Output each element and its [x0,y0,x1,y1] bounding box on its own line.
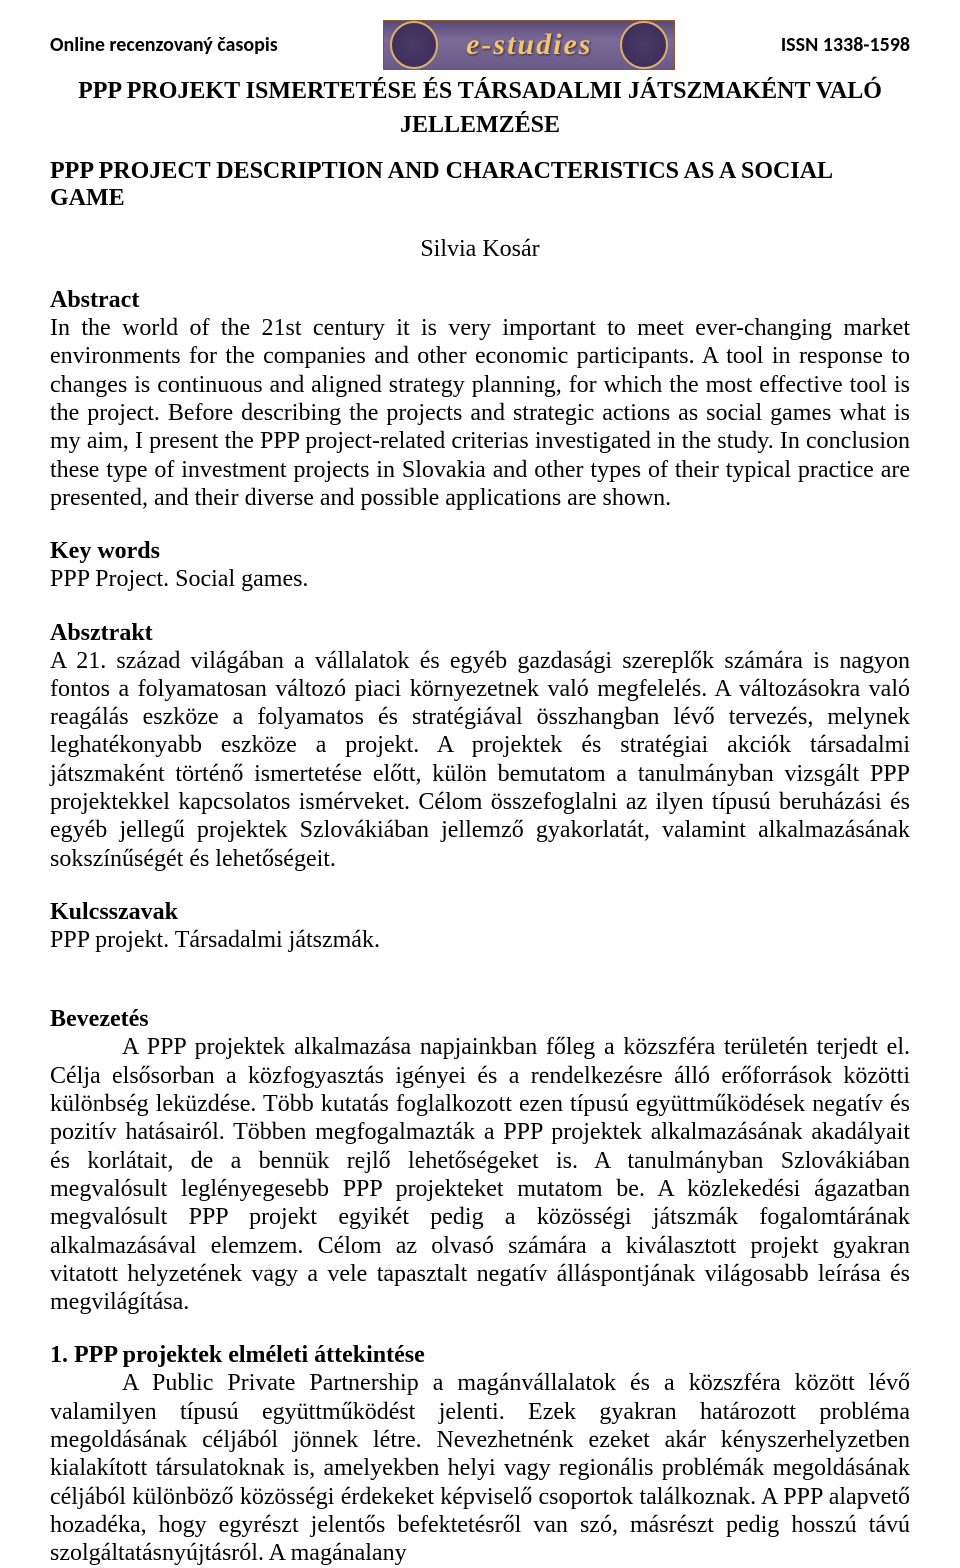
absztrakt-text: A 21. század világában a vállalatok és e… [50,647,910,874]
kulcsszavak-block: Kulcsszavak PPP projekt. Társadalmi játs… [50,899,910,954]
abstract-block: Abstract In the world of the 21st centur… [50,287,910,512]
kulcsszavak-heading: Kulcsszavak [50,899,910,926]
bevezetes-block: Bevezetés A PPP projektek alkalmazása na… [50,1006,910,1316]
title-hungarian-line2: JELLEMZÉSE [50,110,910,140]
keywords-en-text: PPP Project. Social games. [50,565,910,593]
absztrakt-heading: Absztrakt [50,620,910,647]
keywords-en-heading: Key words [50,538,910,565]
section1-block: 1. PPP projektek elméleti áttekintése A … [50,1342,910,1567]
author-name: Silvia Kosár [50,236,910,263]
journal-name: Online recenzovaný časopis [50,33,278,57]
title-hungarian-line1: PPP PROJEKT ISMERTETÉSE ÉS TÁRSADALMI JÁ… [50,76,910,106]
absztrakt-block: Absztrakt A 21. század világában a válla… [50,620,910,874]
logo-text: e-studies [466,28,592,62]
title-english: PPP PROJECT DESCRIPTION AND CHARACTERIST… [50,158,910,212]
bevezetes-heading: Bevezetés [50,1006,910,1033]
issn-label: ISSN 1338-1598 [781,33,910,57]
abstract-heading: Abstract [50,287,910,314]
journal-logo: e-studies [383,20,675,70]
kulcsszavak-text: PPP projekt. Társadalmi játszmák. [50,926,910,954]
abstract-text: In the world of the 21st century it is v… [50,314,910,512]
keywords-en-block: Key words PPP Project. Social games. [50,538,910,593]
section1-heading: 1. PPP projektek elméleti áttekintése [50,1342,910,1369]
page: Online recenzovaný časopis e-studies ISS… [0,0,960,1568]
page-header: Online recenzovaný časopis e-studies ISS… [50,20,910,70]
section1-text: A Public Private Partnership a magánváll… [50,1369,910,1567]
bevezetes-text: A PPP projektek alkalmazása napjainkban … [50,1033,910,1316]
